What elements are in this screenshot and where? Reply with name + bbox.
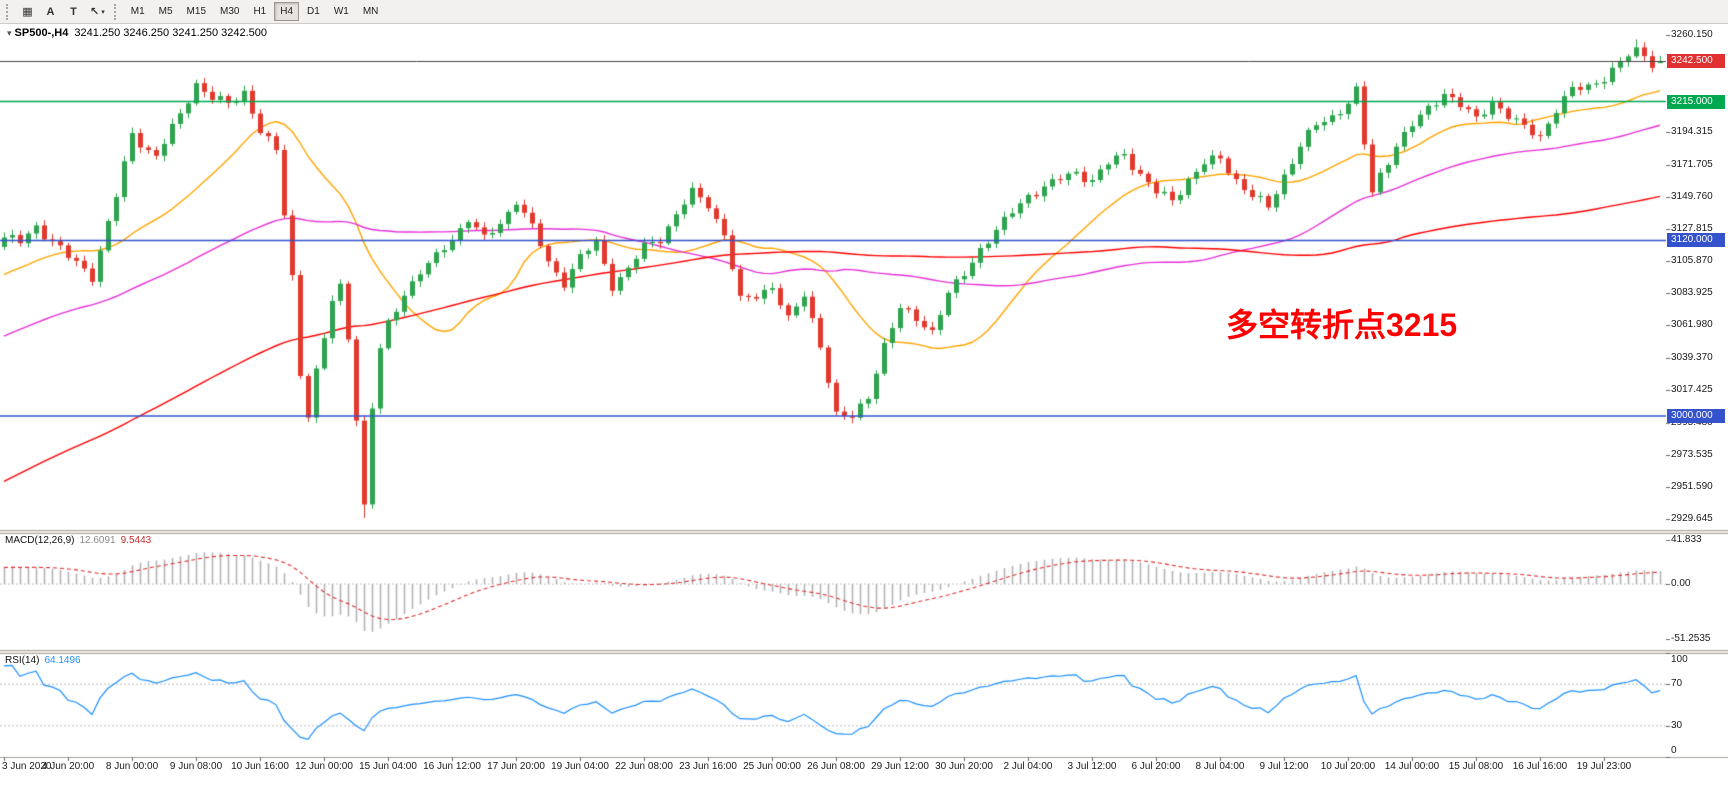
text-a-tool-button[interactable]: A xyxy=(40,2,61,21)
grid-icon: ▦ xyxy=(22,6,33,18)
timeframe-button-group: M1 M5 M15 M30 H1 H4 D1 W1 MN xyxy=(124,2,386,21)
time-axis-label: 30 Jun 20:00 xyxy=(935,761,993,772)
time-axis-label: 3 Jun 2020 xyxy=(2,761,52,772)
text-t-icon: T xyxy=(70,5,77,18)
price-line-badge: 3120.000 xyxy=(1667,233,1725,248)
rsi-axis-label: 0 xyxy=(1671,745,1677,756)
time-axis-label: 8 Jul 04:00 xyxy=(1195,761,1245,772)
chart-title: ▾ SP500-,H4 3241.250 3246.250 3241.250 324… xyxy=(7,27,267,39)
time-axis-label: 19 Jul 23:00 xyxy=(1576,761,1632,772)
timeframe-button-m1[interactable]: M1 xyxy=(125,2,151,21)
price-axis-label: 3061.980 xyxy=(1671,319,1713,331)
time-axis-label: 29 Jun 12:00 xyxy=(871,761,929,772)
price-axis-label: 2951.590 xyxy=(1671,480,1713,492)
time-axis-label: 16 Jun 12:00 xyxy=(423,761,481,772)
timeframe-button-w1[interactable]: W1 xyxy=(328,2,355,21)
price-axis-label: 3039.370 xyxy=(1671,352,1713,364)
chart-symbol-label: SP500-,H4 xyxy=(14,27,69,39)
time-axis-label: 16 Jul 16:00 xyxy=(1512,761,1568,772)
price-line-badge: 3000.000 xyxy=(1667,408,1725,423)
time-axis-label: 26 Jun 08:00 xyxy=(807,761,865,772)
grid-tool-button[interactable]: ▦ xyxy=(17,2,38,21)
toolbar: ▦ A T ↖ ▾ M1 M5 M15 M30 H1 H4 D1 W1 MN xyxy=(0,0,1728,24)
current-price-badge: 3242.500 xyxy=(1667,54,1725,69)
timeframe-button-h1[interactable]: H1 xyxy=(247,2,272,21)
chart-annotation-text: 多空转折点3215 xyxy=(1226,307,1458,343)
time-axis-label: 8 Jun 00:00 xyxy=(105,761,159,772)
timeframe-button-m5[interactable]: M5 xyxy=(153,2,179,21)
time-axis-label: 9 Jun 08:00 xyxy=(169,761,223,772)
timeframe-button-mn[interactable]: MN xyxy=(357,2,385,21)
chart-ohlc-values: 3241.250 3246.250 3241.250 3242.500 xyxy=(74,27,268,39)
rsi-value: 64.1496 xyxy=(44,655,81,666)
price-axis-label: 3105.870 xyxy=(1671,255,1713,267)
macd-indicator-label: MACD(12,26,9) 12.6091 9.5443 xyxy=(5,535,156,546)
time-axis-label: 6 Jul 20:00 xyxy=(1131,761,1181,772)
price-axis-label: 3127.815 xyxy=(1671,223,1713,234)
time-axis-label: 10 Jun 16:00 xyxy=(231,761,289,772)
timeframe-button-m15[interactable]: M15 xyxy=(181,2,212,21)
timeframe-button-h4[interactable]: H4 xyxy=(274,2,300,21)
time-axis-label: 22 Jun 08:00 xyxy=(615,761,673,772)
text-a-icon: A xyxy=(46,5,55,18)
toolbar-grip[interactable] xyxy=(6,3,12,20)
cursor-icon: ↖ xyxy=(90,6,100,18)
cursor-tool-button[interactable]: ↖ ▾ xyxy=(86,2,109,21)
dropdown-caret-icon: ▾ xyxy=(101,8,105,16)
rsi-indicator-label: RSI(14) 64.1496 xyxy=(5,655,86,666)
time-axis-label: 12 Jun 00:00 xyxy=(295,761,353,772)
time-axis-label: 25 Jun 00:00 xyxy=(743,761,801,772)
time-axis-label: 2 Jul 04:00 xyxy=(1003,761,1053,772)
tool-button-group: ▦ A T ↖ ▾ xyxy=(16,2,110,21)
rsi-name: RSI(14) xyxy=(5,655,40,666)
time-axis-label: 9 Jul 12:00 xyxy=(1259,761,1309,772)
price-axis-label: 3083.925 xyxy=(1671,287,1713,299)
price-axis-label: 3017.425 xyxy=(1671,384,1713,396)
macd-axis-label: 41.833 xyxy=(1671,534,1702,545)
time-axis-label: 4 Jun 20:00 xyxy=(41,761,95,772)
macd-signal-value: 9.5443 xyxy=(120,535,152,546)
chart-marker-icon: ▾ xyxy=(7,28,12,38)
time-axis-label: 19 Jun 04:00 xyxy=(551,761,609,772)
time-axis-label: 10 Jul 20:00 xyxy=(1320,761,1376,772)
timeframe-button-m30[interactable]: M30 xyxy=(214,2,245,21)
price-axis-label: 3260.150 xyxy=(1671,29,1713,41)
macd-name: MACD(12,26,9) xyxy=(5,535,75,546)
time-axis-label: 23 Jun 16:00 xyxy=(679,761,737,772)
rsi-axis-label: 30 xyxy=(1671,719,1683,731)
text-t-tool-button[interactable]: T xyxy=(63,2,84,21)
price-axis-label: 2973.535 xyxy=(1671,448,1713,460)
time-axis-label: 3 Jul 12:00 xyxy=(1067,761,1117,772)
price-line-badge: 3215.000 xyxy=(1667,94,1725,109)
time-axis-label: 14 Jul 00:00 xyxy=(1384,761,1440,772)
price-axis-label: 3171.705 xyxy=(1671,158,1713,170)
time-axis-label: 17 Jun 20:00 xyxy=(487,761,545,772)
price-axis-label: 3149.760 xyxy=(1671,190,1713,202)
macd-main-value: 12.6091 xyxy=(79,535,116,546)
price-axis-label: 2929.645 xyxy=(1671,512,1713,524)
time-axis-label: 15 Jul 08:00 xyxy=(1448,761,1504,772)
price-axis-label: 3194.315 xyxy=(1671,125,1713,137)
rsi-axis-label: 70 xyxy=(1671,678,1683,690)
timeframe-toolbar-grip[interactable] xyxy=(113,3,120,20)
macd-axis-label: 0.00 xyxy=(1671,578,1691,590)
rsi-axis-label: 100 xyxy=(1671,654,1688,665)
macd-axis-label: -51.2535 xyxy=(1671,632,1711,644)
timeframe-button-d1[interactable]: D1 xyxy=(301,2,326,21)
time-axis-label: 15 Jun 04:00 xyxy=(359,761,417,772)
